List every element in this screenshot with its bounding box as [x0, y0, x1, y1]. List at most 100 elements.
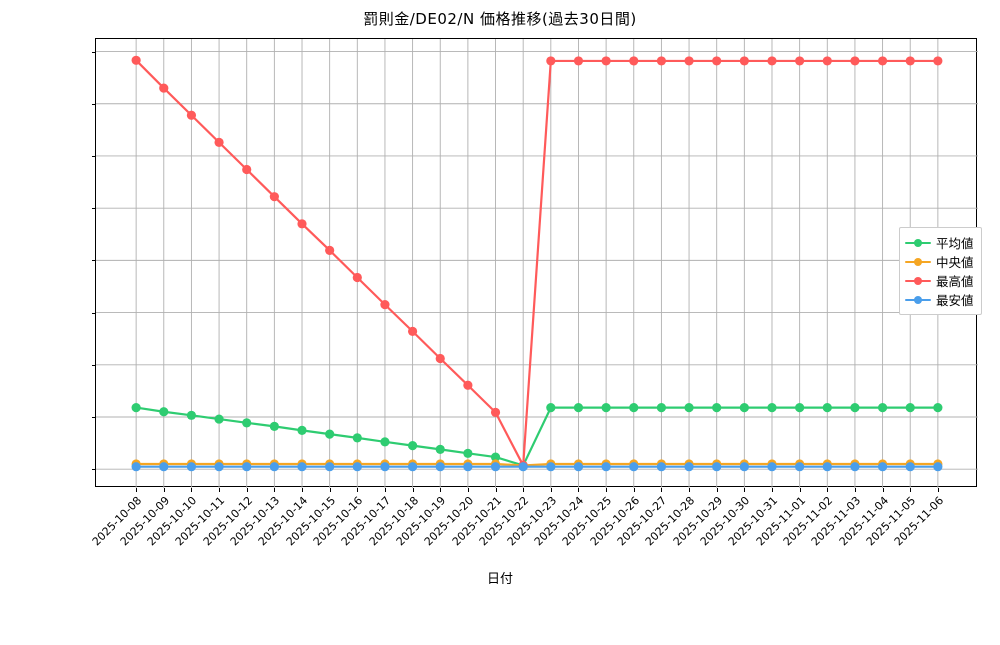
legend-label: 平均値: [936, 236, 974, 251]
series-marker: [463, 380, 473, 390]
series-marker: [712, 56, 722, 66]
legend-item-0[interactable]: 平均値: [905, 233, 974, 252]
series-marker: [684, 402, 694, 413]
y-axis-label: 値 (円): [0, 193, 1, 313]
series-marker: [850, 56, 860, 66]
x-tick-mark: [771, 488, 773, 492]
x-tick-mark: [136, 488, 138, 492]
series-marker: [684, 56, 694, 66]
legend-swatch-icon: [905, 293, 931, 307]
series-marker: [795, 462, 805, 472]
y-tick-mark: [92, 208, 96, 210]
series-marker: [739, 462, 749, 472]
x-tick-mark: [910, 488, 912, 492]
series-marker: [186, 110, 197, 120]
plot-svg: [96, 39, 978, 488]
series-line: [135, 462, 939, 467]
series-marker: [214, 462, 224, 472]
x-tick-mark: [744, 488, 746, 492]
x-tick-mark: [219, 488, 221, 492]
series-marker: [933, 56, 943, 66]
series-marker: [242, 164, 252, 175]
series-marker: [767, 56, 777, 66]
series-line: [135, 59, 939, 467]
series-marker: [822, 56, 832, 66]
series-marker: [435, 444, 445, 454]
series-marker: [297, 462, 307, 472]
series-marker: [905, 56, 915, 66]
series-line: [135, 406, 939, 467]
series-marker: [490, 407, 501, 418]
series-marker: [297, 219, 307, 229]
x-tick-mark: [495, 488, 497, 492]
x-tick-mark: [633, 488, 635, 492]
series-marker: [905, 462, 915, 472]
series-marker: [518, 462, 528, 472]
y-tick-mark: [92, 312, 96, 314]
series-marker: [546, 402, 556, 413]
series-marker: [877, 56, 888, 66]
series-marker: [850, 402, 860, 413]
x-tick-mark: [384, 488, 386, 492]
series-marker: [601, 462, 611, 472]
series-marker: [352, 462, 362, 472]
x-tick-mark: [937, 488, 939, 492]
series-marker: [407, 441, 418, 451]
legend-item-1[interactable]: 中央値: [905, 252, 974, 271]
y-tick-mark: [92, 155, 96, 157]
x-tick-mark: [882, 488, 884, 492]
chart-figure: 罰則金/DE02/N 価格推移(過去30日間) 値 (円) 0250500750…: [0, 10, 982, 587]
series-marker: [822, 462, 832, 472]
y-tick-mark: [92, 364, 96, 366]
series-marker: [325, 429, 335, 439]
legend-swatch-icon: [905, 255, 931, 269]
series-marker: [546, 462, 556, 472]
x-tick-mark: [799, 488, 801, 492]
series-marker: [684, 462, 694, 472]
x-tick-mark: [578, 488, 580, 492]
series-marker: [629, 462, 639, 472]
series-marker: [269, 192, 279, 202]
series-marker: [407, 326, 418, 336]
series-lines: [131, 55, 943, 472]
series-marker: [186, 410, 197, 420]
series-marker: [767, 462, 777, 472]
series-marker: [877, 462, 888, 472]
x-tick-mark: [357, 488, 359, 492]
series-marker: [656, 402, 667, 413]
series-marker: [242, 418, 252, 428]
x-tick-mark: [191, 488, 193, 492]
x-tick-mark: [606, 488, 608, 492]
x-tick-mark: [274, 488, 276, 492]
x-tick-mark: [716, 488, 718, 492]
x-tick-mark: [523, 488, 525, 492]
series-marker: [850, 462, 860, 472]
series-marker: [933, 462, 943, 472]
series-marker: [463, 462, 473, 472]
series-marker: [325, 462, 335, 472]
x-tick-mark: [412, 488, 414, 492]
series-marker: [159, 407, 169, 417]
legend-item-2[interactable]: 最高値: [905, 271, 974, 290]
series-marker: [186, 462, 197, 472]
series-marker: [629, 402, 639, 413]
series-marker: [159, 462, 169, 472]
y-tick-mark: [92, 260, 96, 262]
series-marker: [269, 462, 279, 472]
legend-item-3[interactable]: 最安値: [905, 290, 974, 309]
series-marker: [131, 55, 141, 65]
chart-legend[interactable]: 平均値 中央値 最高値 最安値: [899, 227, 982, 315]
series-marker: [214, 414, 224, 424]
y-tick-mark: [92, 51, 96, 53]
x-tick-mark: [163, 488, 165, 492]
series-marker: [573, 56, 584, 66]
series-marker: [242, 462, 252, 472]
series-marker: [933, 402, 943, 413]
series-marker: [712, 402, 722, 413]
series-marker: [656, 56, 667, 66]
x-tick-mark: [689, 488, 691, 492]
y-tick-mark: [92, 103, 96, 105]
legend-swatch-icon: [905, 274, 931, 288]
series-marker: [352, 272, 362, 283]
series-marker: [380, 462, 390, 472]
